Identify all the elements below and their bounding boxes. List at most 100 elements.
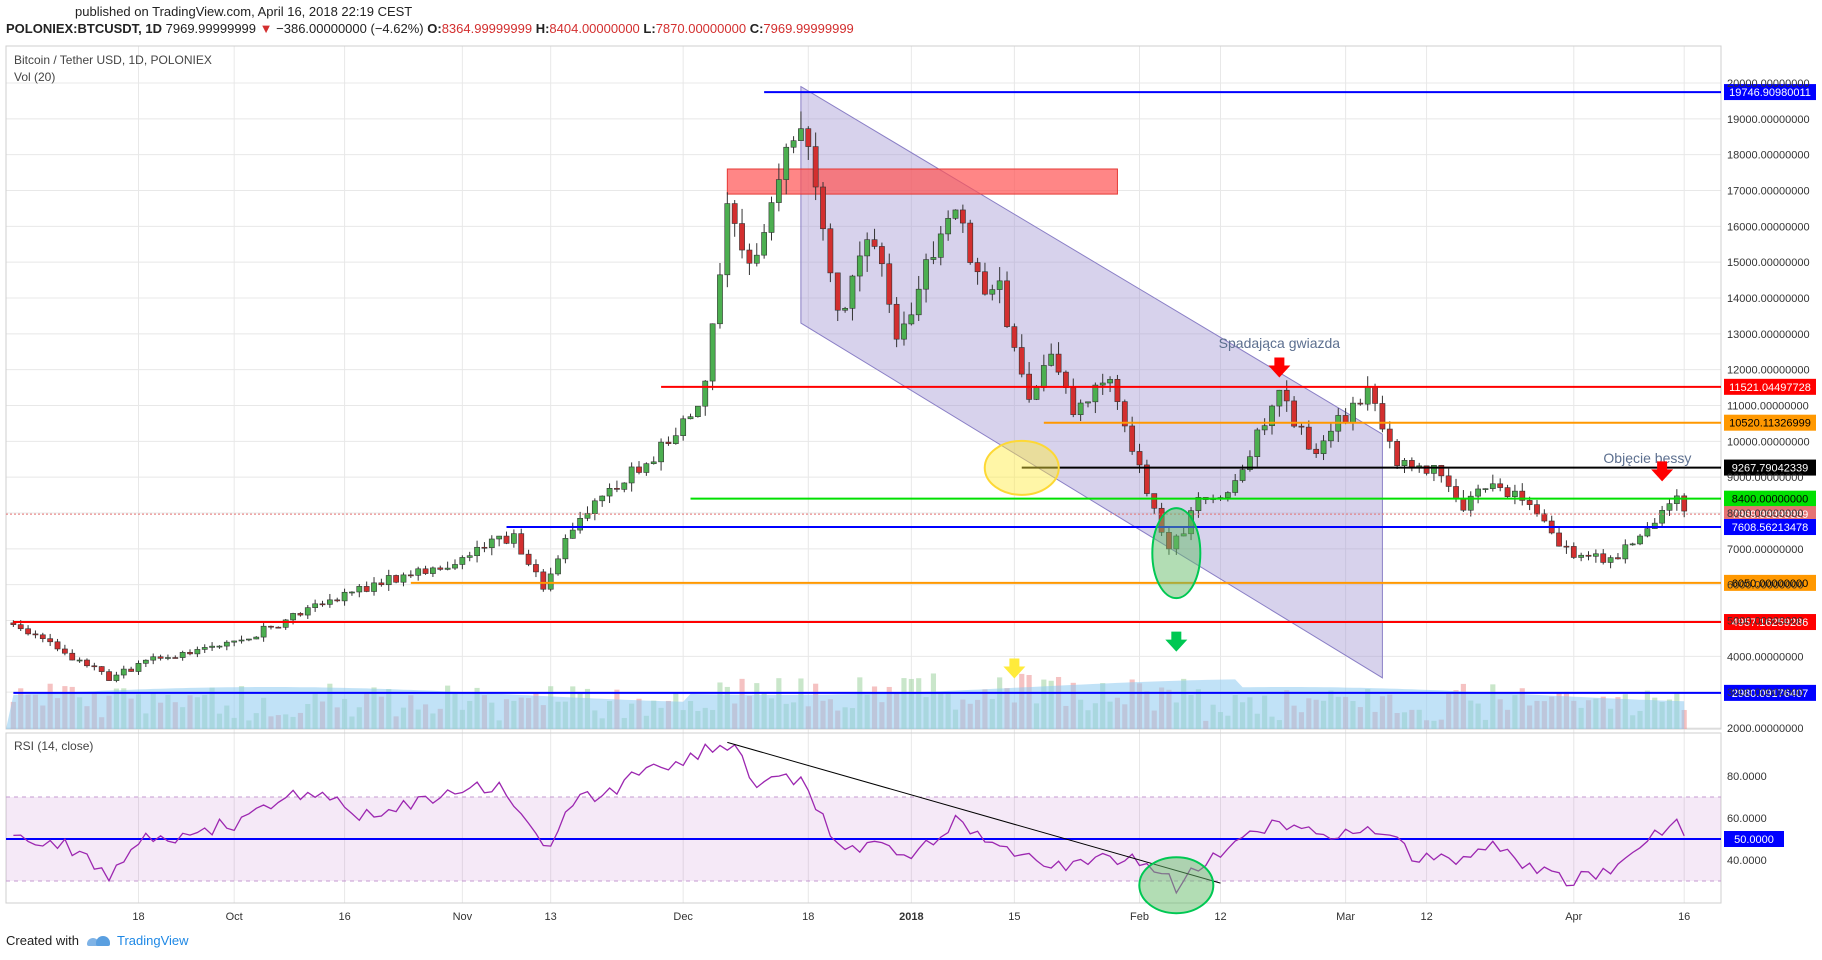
candle-body — [363, 586, 370, 592]
candle-body — [1445, 475, 1452, 487]
candle-body — [1350, 402, 1356, 424]
candle-body — [76, 659, 83, 662]
candle-body — [1313, 448, 1320, 454]
candle-body — [135, 663, 142, 672]
candle-body — [1070, 387, 1077, 415]
candle-body — [996, 280, 1003, 290]
candle-body — [680, 418, 687, 436]
candle-body — [930, 257, 937, 260]
level-badge — [1724, 519, 1816, 536]
candle-body — [798, 128, 804, 141]
candle-body — [275, 626, 282, 629]
candle-body — [518, 533, 525, 555]
candle-body — [1482, 488, 1489, 490]
candle-body — [179, 652, 186, 658]
x-tick-label: Feb — [1130, 911, 1149, 923]
candle-body — [1467, 495, 1474, 511]
rsi-level-label: 50.0000 — [1734, 834, 1774, 846]
level-badge — [1724, 574, 1816, 591]
candle-body — [577, 517, 583, 531]
y-tick-label: 15000.00000000 — [1727, 257, 1810, 269]
level-badge — [1724, 378, 1816, 395]
tradingview-link[interactable]: TradingView — [116, 933, 189, 948]
x-tick-label: 16 — [1678, 911, 1690, 923]
candle-body — [1239, 469, 1246, 481]
candle-body — [297, 613, 304, 616]
candle-body — [1004, 280, 1010, 327]
down-arrow-icon — [1003, 658, 1026, 679]
candle-body — [481, 546, 488, 549]
level-badge-label: 7608.56213478 — [1732, 522, 1808, 534]
x-tick-label: 2018 — [899, 911, 923, 923]
y-tick-label: 4000.00000000 — [1727, 651, 1803, 663]
candle-body — [1460, 498, 1467, 511]
candle-body — [474, 546, 480, 557]
candle-body — [628, 466, 635, 484]
candle-body — [223, 641, 230, 647]
candle-body — [1269, 405, 1275, 427]
candle-body — [820, 186, 826, 230]
candle-body — [547, 573, 554, 590]
candle-body — [1394, 441, 1401, 466]
candle-body — [378, 582, 385, 586]
candle-body — [636, 466, 642, 473]
candle-body — [1622, 544, 1629, 560]
y-tick-label: 17000.00000000 — [1727, 186, 1810, 198]
annotation-label: Objęcie bessy — [1603, 450, 1691, 466]
candle-body — [25, 628, 31, 635]
legend-vol: Vol (20) — [14, 70, 55, 84]
candle-body — [246, 638, 252, 641]
candle-body — [106, 671, 112, 681]
candle-body — [1666, 503, 1673, 511]
candle-body — [62, 648, 68, 654]
candle-body — [864, 239, 871, 257]
symbol-label: POLONIEX:BTCUSDT, 1D — [6, 21, 163, 36]
rsi-tick-label: 60.0000 — [1727, 813, 1767, 825]
open-value: 8364.99999999 — [441, 21, 533, 36]
candle-body — [1504, 487, 1511, 497]
rsi-plot: 50.0000 — [6, 741, 1784, 915]
candle-body — [1276, 389, 1283, 407]
resistance-zone — [726, 168, 1118, 195]
candle-body — [385, 575, 392, 586]
y-tick-label: 13000.00000000 — [1727, 329, 1810, 341]
candle-body — [400, 574, 407, 583]
y-tick-label: 9000.00000000 — [1727, 472, 1803, 484]
level-badge-label: 9267.79042339 — [1732, 463, 1808, 475]
highlight-ellipse — [983, 439, 1060, 496]
candle-body — [1489, 483, 1496, 489]
candle-body — [775, 179, 782, 203]
candle-body — [643, 463, 650, 473]
candle-body — [150, 656, 157, 661]
y-tick-label: 7000.00000000 — [1727, 544, 1803, 556]
candles — [10, 111, 1688, 683]
candle-body — [488, 538, 495, 549]
candle-body — [54, 641, 61, 650]
price-change: −386.00000000 (−4.62%) — [276, 21, 424, 36]
x-tick-label: Dec — [673, 911, 693, 923]
candle-body — [614, 488, 620, 490]
candle-body — [1585, 554, 1592, 557]
candle-body — [1681, 495, 1688, 512]
high-value: 8404.00000000 — [549, 21, 640, 36]
rsi-highlight-ellipse — [1138, 856, 1215, 915]
candle-body — [555, 558, 561, 575]
candle-body — [216, 645, 223, 648]
rsi-level-badge — [1724, 831, 1784, 847]
candle-body — [437, 567, 444, 570]
candle-body — [1644, 528, 1651, 537]
candle-body — [974, 262, 981, 273]
x-tick-label: 12 — [1420, 911, 1432, 923]
candle-body — [871, 239, 878, 247]
candle-body — [967, 222, 974, 263]
candle-body — [1372, 386, 1378, 404]
candle-body — [1232, 480, 1239, 493]
created-with: Created with — [6, 933, 79, 948]
candle-body — [444, 567, 451, 570]
candle-body — [1085, 401, 1091, 404]
highlight-ellipse — [1151, 507, 1202, 600]
candle-body — [371, 582, 377, 592]
y-tick-label: 11000.00000000 — [1727, 401, 1809, 413]
x-tick-label: 18 — [132, 911, 144, 923]
